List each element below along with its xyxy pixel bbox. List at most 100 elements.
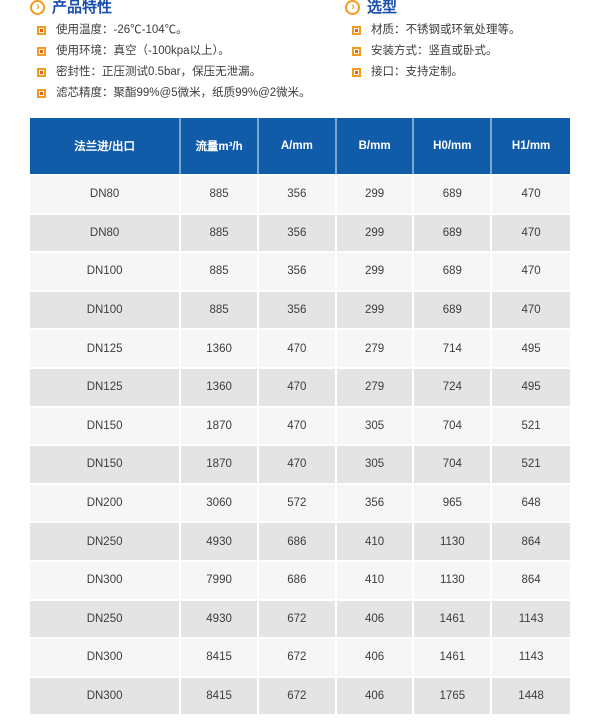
feature-text: 滤芯精度：聚酯99%@5微米，纸质99%@2微米。 (56, 87, 311, 99)
square-bullet-icon (352, 26, 361, 35)
table-cell: 470 (258, 368, 337, 406)
table-cell: 521 (492, 446, 570, 483)
table-cell: 572 (258, 484, 337, 522)
table-cell: 470 (258, 330, 337, 367)
feature-item: 使用环境：真空（-100kpa以上）。 (37, 45, 345, 58)
table-row: DN150 1870 470 305 704 521 (30, 407, 570, 445)
feature-item: 使用温度：-26℃-104℃。 (37, 24, 345, 37)
table-cell: 1461 (414, 639, 493, 676)
table-cell: DN300 (30, 639, 182, 676)
table-cell: DN80 (30, 176, 182, 213)
feature-text: 材质：不锈钢或环氧处理等。 (371, 24, 521, 36)
table-cell: 672 (258, 600, 337, 638)
column-header: B/mm (336, 118, 415, 174)
table-cell: 885 (181, 214, 259, 252)
section-title-text: 产品特性 (52, 0, 113, 16)
feature-text: 密封性：正压测试0.5bar，保压无泄漏。 (56, 66, 262, 78)
table-cell: DN250 (30, 523, 182, 560)
circle-chevron-icon: › (345, 0, 360, 15)
table-row: DN80 885 356 299 689 470 (30, 214, 570, 252)
table-cell: 406 (336, 600, 415, 638)
feature-item: 安装方式：竖直或卧式。 (352, 45, 570, 58)
table-cell: 689 (414, 214, 493, 252)
feature-item: 滤芯精度：聚酯99%@5微米，纸质99%@2微米。 (37, 87, 345, 100)
table-cell: 356 (258, 176, 337, 213)
square-bullet-icon (37, 26, 46, 35)
square-bullet-icon (352, 47, 361, 56)
table-row: DN300 8415 672 406 1461 1143 (30, 639, 570, 676)
table-row: DN80 885 356 299 689 470 (30, 176, 570, 213)
table-cell: 8415 (181, 677, 259, 715)
feature-text: 使用温度：-26℃-104℃。 (56, 24, 188, 36)
table-cell: DN200 (30, 484, 182, 522)
table-cell: 410 (336, 523, 415, 560)
table-cell: 1130 (414, 561, 493, 599)
table-header-row: 法兰进/出口 流量m³/h A/mm B/mm H0/mm H1/mm (30, 118, 570, 174)
table-cell: DN300 (30, 677, 182, 715)
table-cell: 1461 (414, 600, 493, 638)
table-cell: 356 (258, 253, 337, 290)
table-cell: 470 (492, 291, 570, 329)
table-row: DN200 3060 572 356 965 648 (30, 484, 570, 522)
table-cell: 356 (336, 484, 415, 522)
table-cell: 279 (336, 368, 415, 406)
table-cell: 689 (414, 253, 493, 290)
table-cell: 1870 (181, 446, 259, 483)
table-cell: 305 (336, 446, 415, 483)
table-cell: 1143 (492, 600, 570, 638)
column-header: H1/mm (492, 118, 570, 174)
product-features-list: 使用温度：-26℃-104℃。使用环境：真空（-100kpa以上）。密封性：正压… (30, 24, 345, 100)
table-cell: 724 (414, 368, 493, 406)
table-cell: 704 (414, 446, 493, 483)
table-cell: 470 (492, 253, 570, 290)
table-cell: DN150 (30, 446, 182, 483)
table-row: DN300 7990 686 410 1130 864 (30, 561, 570, 599)
table-cell: 648 (492, 484, 570, 522)
square-bullet-icon (37, 68, 46, 77)
table-cell: 1448 (492, 677, 570, 715)
table-cell: DN100 (30, 291, 182, 329)
table-row: DN100 885 356 299 689 470 (30, 291, 570, 329)
table-cell: 299 (336, 253, 415, 290)
feature-item: 材质：不锈钢或环氧处理等。 (352, 24, 570, 37)
table-cell: 1870 (181, 407, 259, 445)
table-cell: 521 (492, 407, 570, 445)
table-cell: 1130 (414, 523, 493, 560)
table-row: DN250 4930 672 406 1461 1143 (30, 600, 570, 638)
table-row: DN250 4930 686 410 1130 864 (30, 523, 570, 560)
table-cell: 704 (414, 407, 493, 445)
table-row: DN300 8415 672 406 1765 1448 (30, 677, 570, 715)
table-cell: 356 (258, 291, 337, 329)
feature-item: 密封性：正压测试0.5bar，保压无泄漏。 (37, 66, 345, 79)
selection-list: 材质：不锈钢或环氧处理等。 安装方式：竖直或卧式。 接口：支持定制。 (345, 24, 570, 79)
square-bullet-icon (37, 89, 46, 98)
table-cell: 689 (414, 291, 493, 329)
table-cell: 1360 (181, 330, 259, 367)
selection-title: › 选型 (345, 0, 570, 16)
table-cell: 686 (258, 523, 337, 560)
table-cell: 885 (181, 253, 259, 290)
table-cell: 689 (414, 176, 493, 213)
table-cell: 686 (258, 561, 337, 599)
table-cell: 864 (492, 523, 570, 560)
table-cell: 470 (258, 407, 337, 445)
table-cell: 1143 (492, 639, 570, 676)
table-cell: 885 (181, 291, 259, 329)
top-sections: › 产品特性 使用温度：-26℃-104℃。使用环境：真空（-100kpa以上）… (0, 0, 600, 100)
table-cell: 495 (492, 330, 570, 367)
section-product-features: › 产品特性 使用温度：-26℃-104℃。 使用环境：真空（-100kpa以上）… (30, 0, 345, 100)
table-cell: 672 (258, 677, 337, 715)
table-cell: 279 (336, 330, 415, 367)
table-cell: 1360 (181, 368, 259, 406)
column-header: 流量m³/h (181, 118, 259, 174)
feature-text: 安装方式：竖直或卧式。 (371, 45, 498, 57)
table-cell: 4930 (181, 523, 259, 560)
table-body: DN80 885 356 299 689 470 DN80 885 356 299 689 470 DN… (30, 176, 570, 715)
column-header: H0/mm (414, 118, 493, 174)
square-bullet-icon (352, 68, 361, 77)
table-cell: 470 (492, 214, 570, 252)
table-row: DN125 1360 470 279 714 495 (30, 330, 570, 367)
table-cell: 299 (336, 214, 415, 252)
table-cell: DN150 (30, 407, 182, 445)
